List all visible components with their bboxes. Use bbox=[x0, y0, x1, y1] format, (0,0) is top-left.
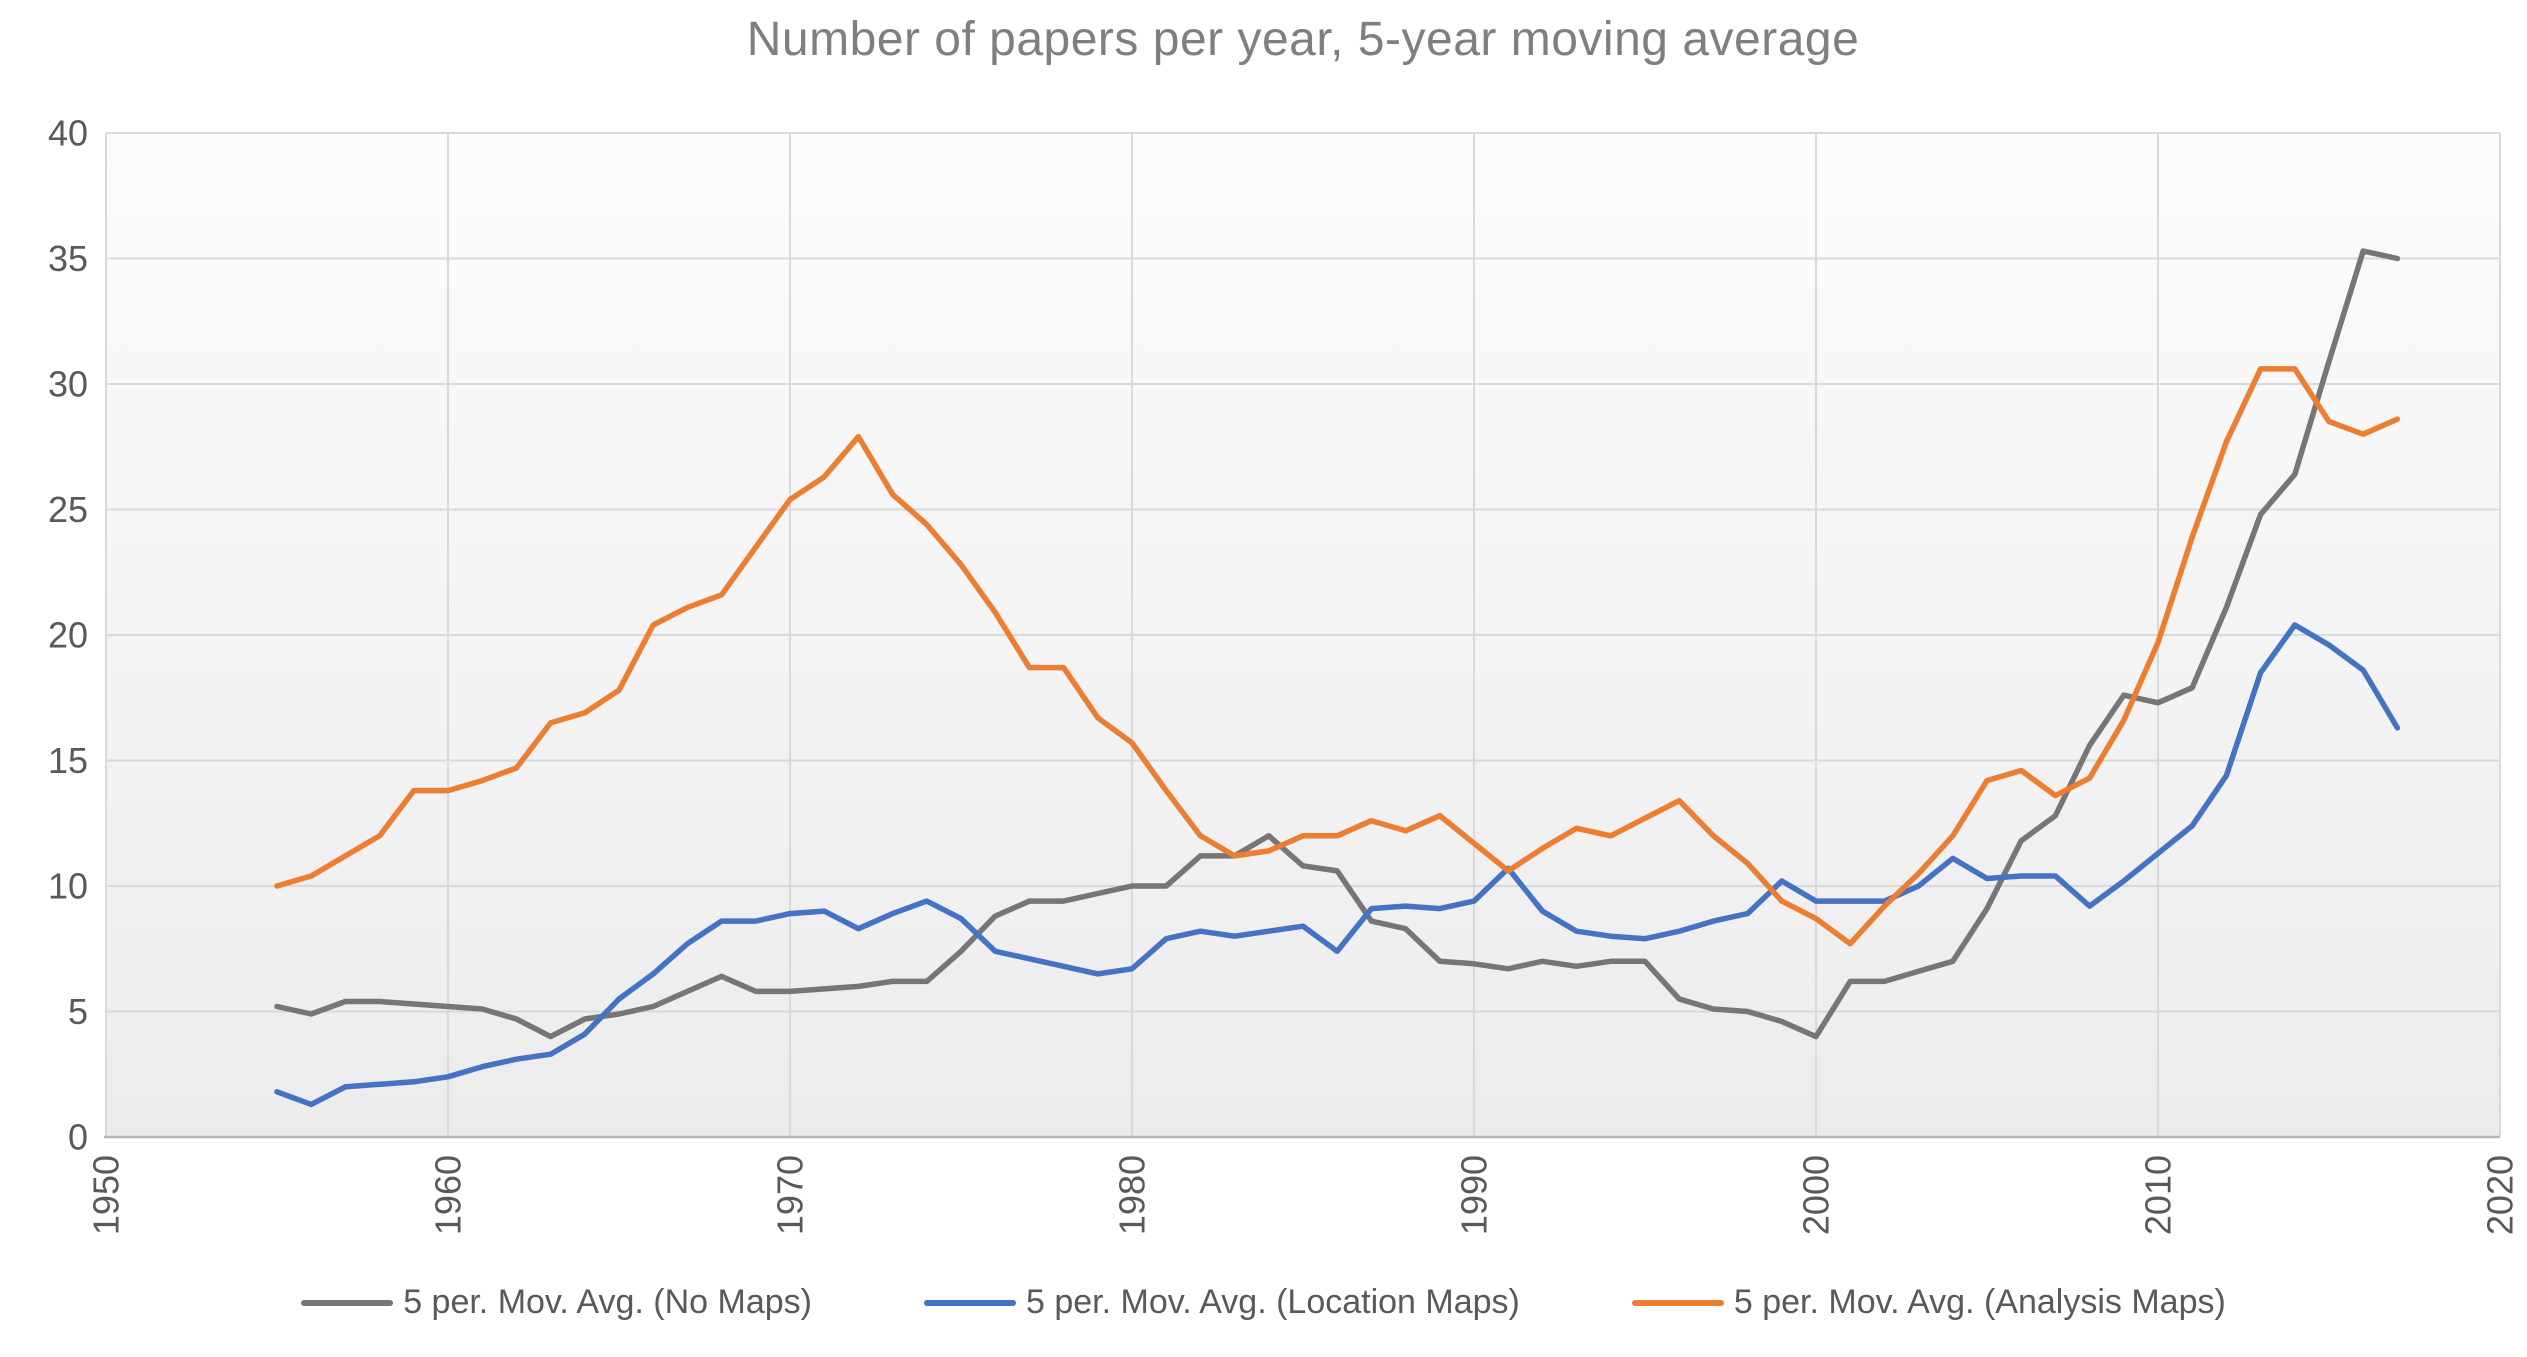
series-line-2 bbox=[274, 366, 2401, 947]
x-tick-label: 1970 bbox=[770, 1155, 811, 1235]
legend-label: 5 per. Mov. Avg. (Location Maps) bbox=[1025, 1283, 1520, 1321]
y-tick-label: 25 bbox=[48, 489, 88, 530]
x-tick-label: 1960 bbox=[428, 1155, 469, 1235]
legend-item-1: 5 per. Mov. Avg. (Location Maps) bbox=[923, 1283, 1520, 1322]
y-tick-label: 10 bbox=[48, 866, 88, 907]
y-gridlines bbox=[106, 132, 2500, 1013]
x-tick-label: 1950 bbox=[86, 1155, 127, 1235]
legend-line-icon bbox=[923, 1299, 1016, 1306]
x-gridlines bbox=[105, 133, 2501, 1137]
y-tick-label: 40 bbox=[48, 113, 88, 154]
series-line-1 bbox=[274, 622, 2401, 1108]
y-tick-labels: 0 5 10 15 20 25 30 35 40 bbox=[48, 113, 88, 1158]
y-tick-label: 20 bbox=[48, 615, 88, 656]
x-tick-label: 2010 bbox=[2138, 1155, 2179, 1235]
legend-item-2: 5 per. Mov. Avg. (Analysis Maps) bbox=[1631, 1283, 2226, 1322]
x-tick-labels: 1950 1960 1970 1980 1990 2000 2010 2020 bbox=[86, 1155, 2521, 1235]
x-tick-label: 1990 bbox=[1454, 1155, 1495, 1235]
y-tick-label: 35 bbox=[48, 238, 88, 279]
legend-label: 5 per. Mov. Avg. (Analysis Maps) bbox=[1733, 1283, 2226, 1321]
x-tick-label: 1980 bbox=[1112, 1155, 1153, 1235]
x-tick-label: 2020 bbox=[2480, 1155, 2521, 1235]
series-line-0 bbox=[274, 248, 2401, 1040]
y-tick-label: 0 bbox=[68, 1117, 88, 1158]
y-tick-label: 30 bbox=[48, 364, 88, 405]
y-tick-label: 15 bbox=[48, 740, 88, 781]
x-tick-label: 2000 bbox=[1796, 1155, 1837, 1235]
legend-line-icon bbox=[1631, 1299, 1724, 1306]
legend-line-icon bbox=[301, 1299, 394, 1306]
legend-item-0: 5 per. Mov. Avg. (No Maps) bbox=[301, 1283, 812, 1322]
y-tick-label: 5 bbox=[68, 991, 88, 1032]
legend: 5 per. Mov. Avg. (No Maps) 5 per. Mov. Av… bbox=[0, 1283, 2527, 1322]
chart-title: Number of papers per year, 5-year moving… bbox=[746, 13, 1860, 66]
legend-label: 5 per. Mov. Avg. (No Maps) bbox=[403, 1283, 812, 1321]
